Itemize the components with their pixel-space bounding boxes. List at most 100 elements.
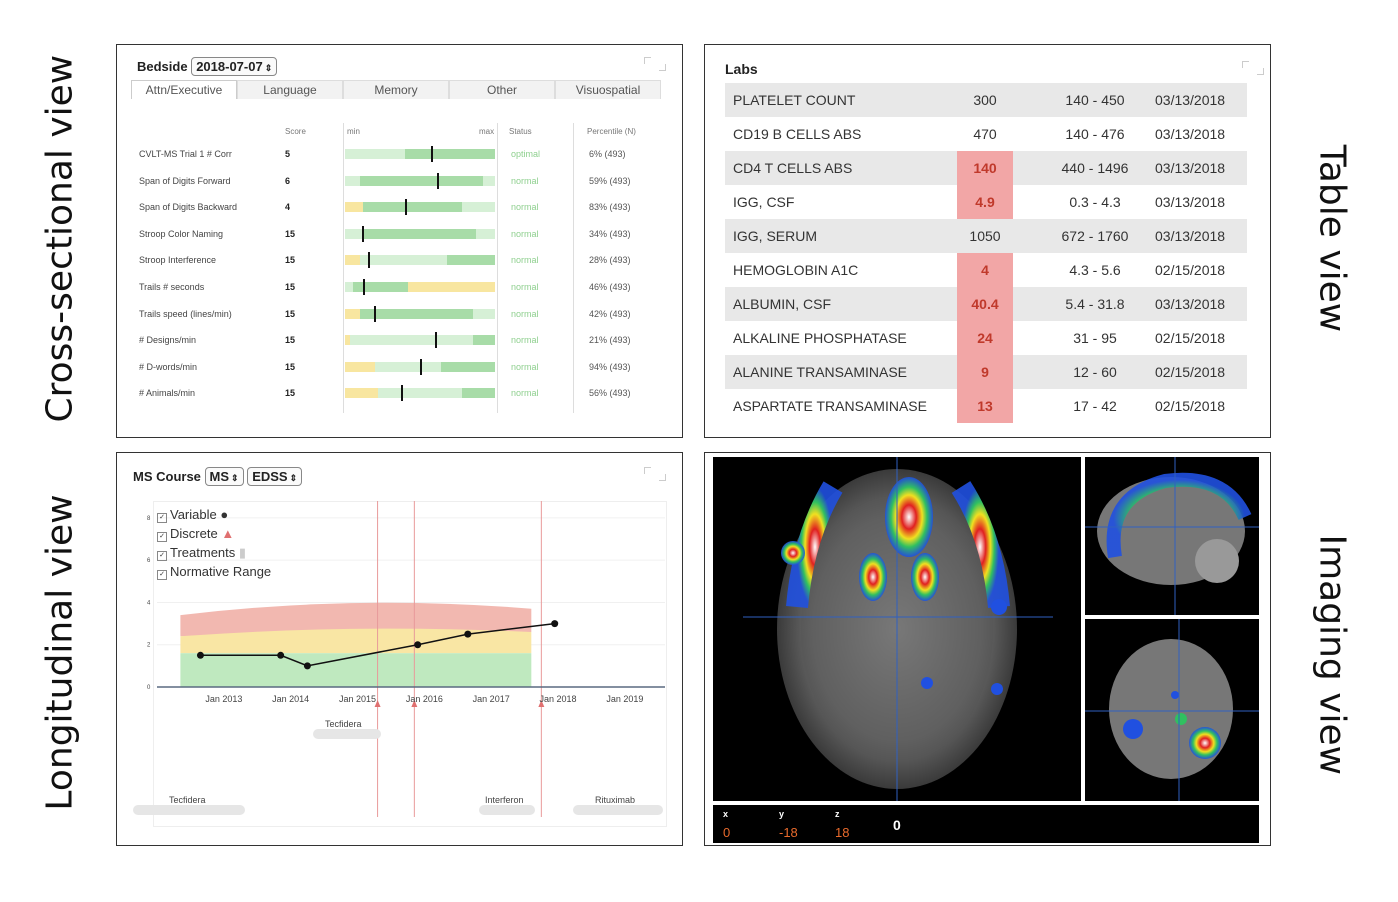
yellow-band <box>345 335 350 346</box>
bedside-row[interactable]: Trails # seconds 15 normal 46% (493) <box>139 279 659 295</box>
lab-row[interactable]: ALANINE TRANSAMINASE 9 12 - 60 02/15/2018 <box>725 355 1247 389</box>
imaging-panel: x 0 y -18 z 18 0 <box>704 452 1271 846</box>
score-marker <box>420 358 422 375</box>
treatment-bar[interactable] <box>313 729 381 739</box>
lab-row[interactable]: CD4 T CELLS ABS 140 440 - 1496 03/13/2018 <box>725 151 1247 185</box>
norm-range-bar <box>345 358 495 375</box>
expand-icon[interactable] <box>644 467 666 481</box>
disease-select-value: MS <box>209 469 230 484</box>
test-status: optimal <box>511 149 541 159</box>
lab-test-name: CD4 T CELLS ABS <box>733 160 853 176</box>
test-status: normal <box>511 228 539 239</box>
bedside-row[interactable]: CVLT-MS Trial 1 # Corr 5 optimal 6% (493) <box>139 146 659 162</box>
lab-date: 03/13/2018 <box>1155 228 1226 244</box>
imaging-view-label: Imaging view <box>1311 534 1353 776</box>
legend-treatments[interactable]: ✓ Treatments ▮ <box>157 545 271 564</box>
lab-row[interactable]: CD19 B CELLS ABS 470 140 - 476 03/13/2018 <box>725 117 1247 151</box>
data-point <box>303 662 311 670</box>
measure-select[interactable]: EDSS ⇕ <box>247 467 303 486</box>
norm-range-bar <box>345 146 495 162</box>
axial-view[interactable] <box>713 457 1081 801</box>
lab-row[interactable]: PLATELET COUNT 300 140 - 450 03/13/2018 <box>725 83 1247 117</box>
checkbox-icon[interactable]: ✓ <box>157 513 167 523</box>
data-point <box>196 651 204 659</box>
normative-yellow-band <box>180 628 532 654</box>
triangle-icon: ▲ <box>221 526 235 541</box>
checkbox-icon[interactable]: ✓ <box>157 570 167 580</box>
test-name: Trails # seconds <box>139 282 205 292</box>
bedside-row[interactable]: Stroop Color Naming 15 normal 34% (493) <box>139 225 659 242</box>
tab-attn-executive[interactable]: Attn/Executive <box>131 80 237 99</box>
sagittal-view[interactable] <box>1085 457 1259 615</box>
coronal-brain-image <box>1085 619 1259 801</box>
yellow-band <box>408 282 495 292</box>
treatment-bar[interactable] <box>133 805 245 815</box>
tab-memory[interactable]: Memory <box>343 80 449 99</box>
score-marker <box>367 252 370 269</box>
y-tick-label: 8 <box>147 516 151 522</box>
green-band <box>360 308 473 319</box>
bedside-row[interactable]: Trails speed (lines/min) 15 normal 42% (493… <box>139 305 659 322</box>
lab-test-name: HEMOGLOBIN A1C <box>733 262 859 278</box>
test-status: normal <box>511 335 539 346</box>
lab-row[interactable]: ALBUMIN, CSF 40.4 5.4 - 31.8 03/13/2018 <box>725 287 1247 321</box>
test-percentile: 42% (493) <box>589 308 631 319</box>
tab-other[interactable]: Other <box>449 80 555 99</box>
measure-select-value: EDSS <box>252 469 288 484</box>
lab-range: 440 - 1496 <box>1061 160 1129 176</box>
lab-row[interactable]: IGG, SERUM 1050 672 - 1760 03/13/2018 <box>725 219 1247 253</box>
treatment-bar[interactable] <box>479 805 535 815</box>
green-band <box>352 282 408 292</box>
lab-value: 470 <box>973 126 997 142</box>
bedside-row[interactable]: # D-words/min 15 normal 94% (493) <box>139 358 659 375</box>
lab-value: 40.4 <box>957 287 1013 321</box>
lab-range: 5.4 - 31.8 <box>1065 296 1125 312</box>
discrete-event-marker <box>374 700 381 707</box>
test-percentile: 28% (493) <box>589 255 631 266</box>
bedside-row[interactable]: # Animals/min 15 normal 56% (493) <box>139 385 659 402</box>
expand-icon[interactable] <box>644 57 666 71</box>
legend-label: Variable <box>170 507 217 522</box>
normative-green-band <box>180 653 532 687</box>
disease-select[interactable]: MS ⇕ <box>204 467 244 486</box>
legend-normative-range[interactable]: ✓ Normative Range <box>157 564 271 583</box>
lab-row[interactable]: ASPARTATE TRANSAMINASE 13 17 - 42 02/15/201… <box>725 389 1247 423</box>
legend-label: Normative Range <box>170 564 272 579</box>
green-band <box>405 149 495 159</box>
coronal-view[interactable] <box>1085 619 1259 801</box>
lab-value: 4.9 <box>957 185 1013 219</box>
lab-test-name: CD19 B CELLS ABS <box>733 126 862 142</box>
lab-row[interactable]: IGG, CSF 4.9 0.3 - 4.3 03/13/2018 <box>725 185 1247 219</box>
divider <box>343 123 344 413</box>
legend-discrete[interactable]: ✓ Discrete ▲ <box>157 526 271 545</box>
legend-variable[interactable]: ✓ Variable ● <box>157 507 271 526</box>
checkbox-icon[interactable]: ✓ <box>157 532 167 542</box>
treatment-bar[interactable] <box>573 805 663 815</box>
test-score: 15 <box>285 388 296 399</box>
norm-range-bar <box>345 172 495 189</box>
chevron-updown-icon: ⇕ <box>231 473 239 483</box>
tab-visuospatial[interactable]: Visuospatial <box>555 80 661 99</box>
lab-test-name: PLATELET COUNT <box>733 92 856 108</box>
bedside-row[interactable]: Span of Digits Forward 6 normal 59% (493) <box>139 172 659 189</box>
test-name: CVLT-MS Trial 1 # Corr <box>139 149 232 159</box>
checkbox-icon[interactable]: ✓ <box>157 551 167 561</box>
lab-range: 672 - 1760 <box>1061 228 1129 244</box>
test-status: normal <box>511 308 539 319</box>
bedside-row[interactable]: Span of Digits Backward 4 normal 83% (493) <box>139 199 659 216</box>
lab-range: 4.3 - 5.6 <box>1069 262 1121 278</box>
expand-icon[interactable] <box>1242 61 1264 75</box>
bedside-row[interactable]: Stroop Interference 15 normal 28% (493) <box>139 252 659 269</box>
coordinate-bar: x 0 y -18 z 18 0 <box>713 805 1259 843</box>
bedside-row[interactable]: # Designs/min 15 normal 21% (493) <box>139 332 659 349</box>
tab-language[interactable]: Language <box>237 80 343 99</box>
yellow-band <box>345 361 375 372</box>
lab-row[interactable]: ALKALINE PHOSPHATASE 24 31 - 95 02/15/2018 <box>725 321 1247 355</box>
norm-range-bar <box>345 305 495 322</box>
lab-row[interactable]: HEMOGLOBIN A1C 4 4.3 - 5.6 02/15/2018 <box>725 253 1247 287</box>
test-score: 15 <box>285 282 296 292</box>
bedside-header: Bedside 2018-07-07 ⇕ <box>137 57 278 76</box>
date-select[interactable]: 2018-07-07 ⇕ <box>191 57 278 76</box>
test-status: normal <box>511 175 539 186</box>
bedside-tabs: Attn/Executive Language Memory Other Vis… <box>131 80 661 99</box>
